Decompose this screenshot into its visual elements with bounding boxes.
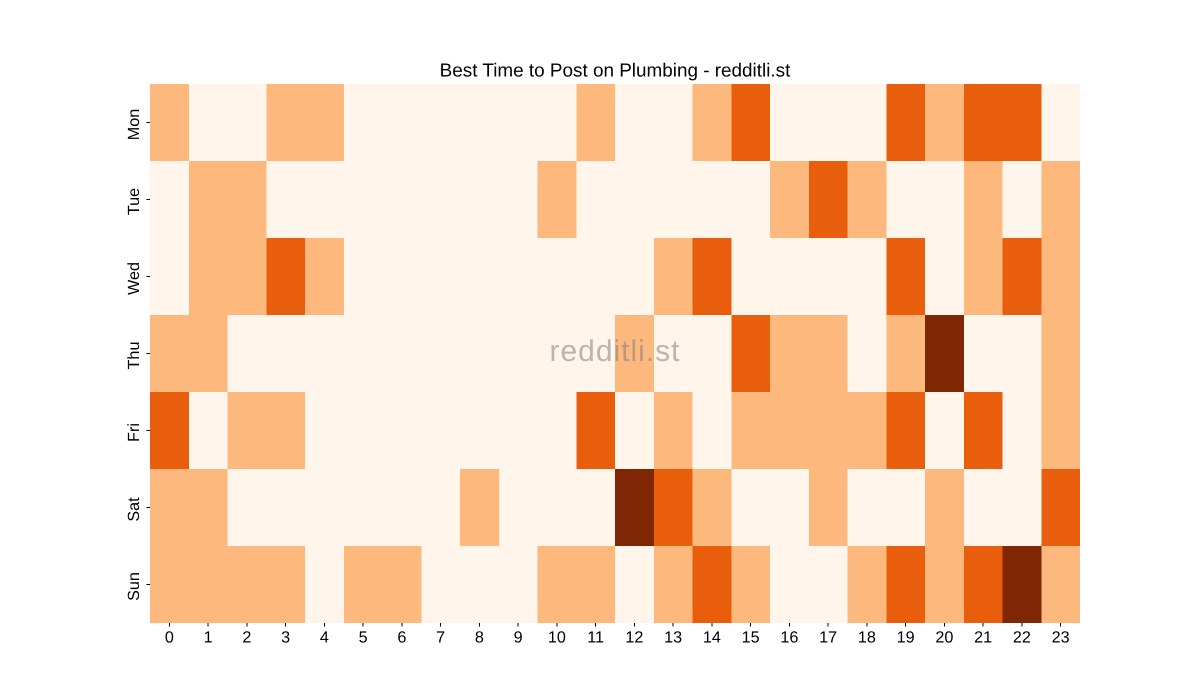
svg-text:21: 21 <box>974 628 992 646</box>
svg-text:14: 14 <box>703 628 721 646</box>
svg-text:2: 2 <box>242 628 251 646</box>
svg-text:9: 9 <box>514 628 523 646</box>
svg-text:Mon: Mon <box>125 109 143 141</box>
svg-text:11: 11 <box>587 628 604 646</box>
svg-text:7: 7 <box>436 628 445 646</box>
svg-text:15: 15 <box>742 628 760 646</box>
svg-text:17: 17 <box>819 628 837 646</box>
svg-text:16: 16 <box>780 628 798 646</box>
svg-text:Sat: Sat <box>125 497 143 522</box>
svg-text:23: 23 <box>1052 628 1070 646</box>
svg-text:Sun: Sun <box>125 572 143 601</box>
svg-text:5: 5 <box>359 628 368 646</box>
svg-text:Thu: Thu <box>125 342 143 370</box>
svg-text:22: 22 <box>1013 628 1031 646</box>
svg-text:0: 0 <box>165 628 174 646</box>
svg-text:redditli.st: redditli.st <box>549 335 680 368</box>
svg-text:13: 13 <box>664 628 682 646</box>
svg-text:8: 8 <box>475 628 484 646</box>
svg-text:Tue: Tue <box>125 188 143 215</box>
svg-text:10: 10 <box>548 628 566 646</box>
svg-text:12: 12 <box>625 628 643 646</box>
svg-text:3: 3 <box>281 628 290 646</box>
svg-text:Best Time to Post on Plumbing: Best Time to Post on Plumbing - redditli… <box>440 60 791 81</box>
svg-text:Fri: Fri <box>125 423 143 442</box>
svg-text:18: 18 <box>858 628 876 646</box>
svg-text:6: 6 <box>397 628 406 646</box>
svg-text:19: 19 <box>897 628 915 646</box>
svg-text:20: 20 <box>935 628 953 646</box>
svg-text:4: 4 <box>320 628 329 646</box>
svg-text:1: 1 <box>204 628 213 646</box>
svg-text:Wed: Wed <box>125 262 143 295</box>
